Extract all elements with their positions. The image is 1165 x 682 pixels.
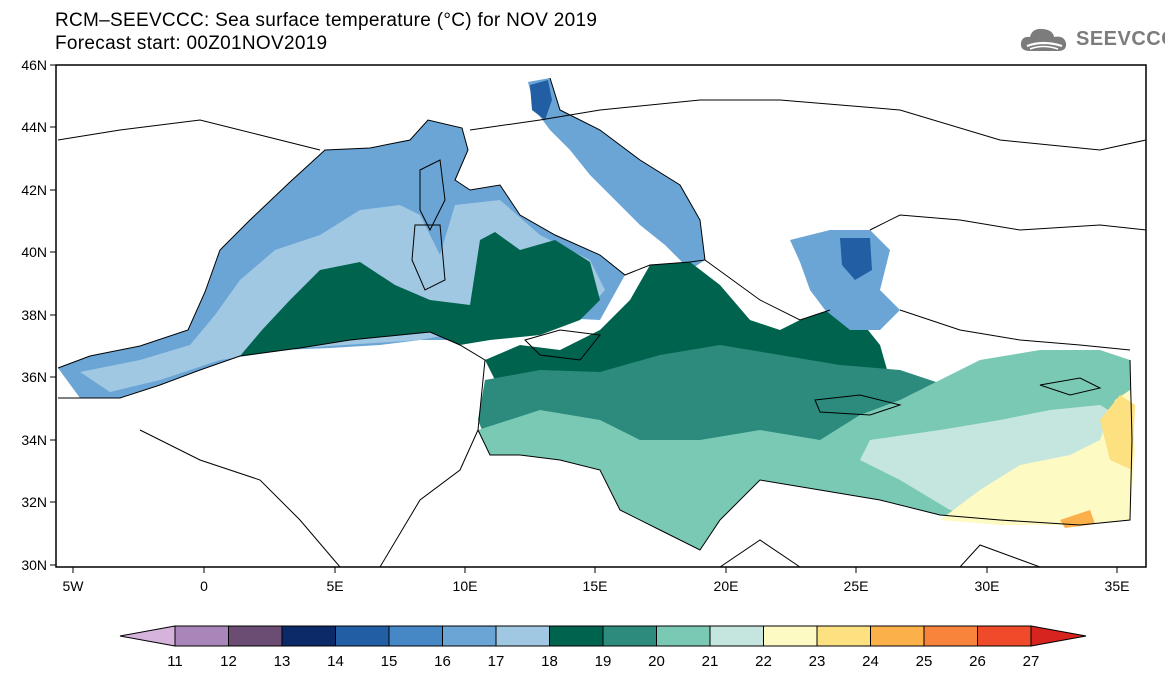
colorbar-label: 21: [702, 653, 719, 670]
forecast-start-label: Forecast start: 00Z01NOV2019: [55, 33, 328, 54]
colorbar-segment: [816, 625, 871, 647]
colorbar-label: 11: [167, 653, 183, 670]
lon-tick: 0: [200, 567, 208, 594]
lat-tick: 32N: [21, 494, 56, 510]
colorbar-segment: [228, 625, 283, 647]
colorbar-arrow-high: [1030, 625, 1087, 647]
sea-aegean-cold: [840, 238, 872, 280]
colorbar-segment: [977, 625, 1032, 647]
lon-tick: 5E: [326, 567, 344, 594]
lat-label-36n: 36N: [21, 369, 47, 385]
lon-label-30e: 30E: [975, 578, 1000, 594]
lon-label-10e: 10E: [453, 578, 478, 594]
lat-label-34n: 34N: [21, 432, 47, 448]
lon-label-0: 0: [200, 578, 208, 594]
colorbar-segment: [870, 625, 925, 647]
lat-label-42n: 42N: [21, 182, 47, 198]
colorbar-label: 26: [969, 653, 986, 670]
lat-label-40n: 40N: [21, 244, 47, 260]
colorbar-segment: [388, 625, 443, 647]
lon-label-25e: 25E: [844, 578, 869, 594]
seevccc-logo: SEEVCCC: [1018, 24, 1165, 54]
lat-tick: 30N: [21, 557, 56, 573]
lat-label-32n: 32N: [21, 494, 47, 510]
colorbar-label: 17: [488, 653, 505, 670]
lat-tick: 40N: [21, 244, 56, 260]
lon-tick: 30E: [975, 567, 1000, 594]
colorbar-segment: [495, 625, 550, 647]
sea-adriatic-cold: [530, 80, 552, 120]
lat-tick: 46N: [21, 57, 56, 73]
lon-tick: 10E: [453, 567, 478, 594]
colorbar-label: 19: [595, 653, 612, 670]
colorbar-label: 12: [220, 653, 237, 670]
lat-label-46n: 46N: [21, 57, 47, 73]
lon-label-5e: 5E: [326, 578, 343, 594]
lat-tick: 42N: [21, 182, 56, 198]
colorbar-segment: [923, 625, 978, 647]
lat-label-38n: 38N: [21, 307, 47, 323]
colorbar-segment: [281, 625, 336, 647]
lon-tick: 5W: [63, 567, 85, 594]
colorbar-label: 23: [809, 653, 826, 670]
lat-tick: 36N: [21, 369, 56, 385]
colorbar-label: 22: [755, 653, 772, 670]
colorbar-segment: [549, 625, 604, 647]
colorbar-label: 18: [541, 653, 558, 670]
colorbar-segment: [602, 625, 657, 647]
colorbar-label: 25: [916, 653, 933, 670]
longitude-axis: 5W 0 5E 10E 15E 20E 25E 30E 35E: [63, 567, 1130, 594]
colorbar-segment: [763, 625, 818, 647]
colorbar-label: 13: [274, 653, 291, 670]
lon-tick: 35E: [1105, 567, 1130, 594]
lat-label-44n: 44N: [21, 119, 47, 135]
colorbar-segment: [656, 625, 711, 647]
map-title: RCM–SEEVCCC: Sea surface temperature (°C…: [55, 10, 598, 31]
colorbar-label: 16: [434, 653, 451, 670]
colorbar-label: 14: [327, 653, 344, 670]
lon-label-5w: 5W: [63, 578, 85, 594]
lon-tick: 20E: [714, 567, 739, 594]
lon-label-20e: 20E: [714, 578, 739, 594]
colorbar-label: 20: [648, 653, 665, 670]
sea-levantine-warm: [940, 390, 1135, 525]
colorbar-segment: [174, 625, 229, 647]
cloud-icon: [1020, 28, 1067, 51]
colorbar-label: 27: [1023, 653, 1040, 670]
sea-aegean: [790, 230, 900, 330]
colorbar-segment: [709, 625, 764, 647]
coastlines: [57, 77, 1146, 567]
colorbar-label: 24: [862, 653, 879, 670]
colorbar: 11 12 13 14 15 16 17 18 19 20 21 22 23 24 25 26 27: [119, 625, 1087, 670]
lon-label-35e: 35E: [1105, 578, 1130, 594]
colorbar-arrow-low: [119, 625, 176, 647]
lon-tick: 25E: [844, 567, 869, 594]
latitude-axis: 46N 44N 42N 40N 38N 36N 34N 32N 30N: [21, 57, 56, 573]
lat-label-30n: 30N: [21, 557, 47, 573]
colorbar-segment: [442, 625, 497, 647]
lat-tick: 38N: [21, 307, 56, 323]
lat-tick: 44N: [21, 119, 56, 135]
logo-text: SEEVCCC: [1076, 27, 1165, 50]
sea-levantine-edge: [1060, 510, 1095, 528]
lon-tick: 15E: [583, 567, 608, 594]
map-frame: [55, 64, 1147, 568]
sea-western-warm: [240, 232, 600, 356]
colorbar-segment: [335, 625, 390, 647]
lat-tick: 34N: [21, 432, 56, 448]
sea-adriatic: [528, 78, 705, 270]
sst-field: [57, 77, 1146, 567]
colorbar-label: 15: [381, 653, 398, 670]
sea-levantine-hot: [1100, 395, 1135, 470]
lon-label-15e: 15E: [583, 578, 608, 594]
